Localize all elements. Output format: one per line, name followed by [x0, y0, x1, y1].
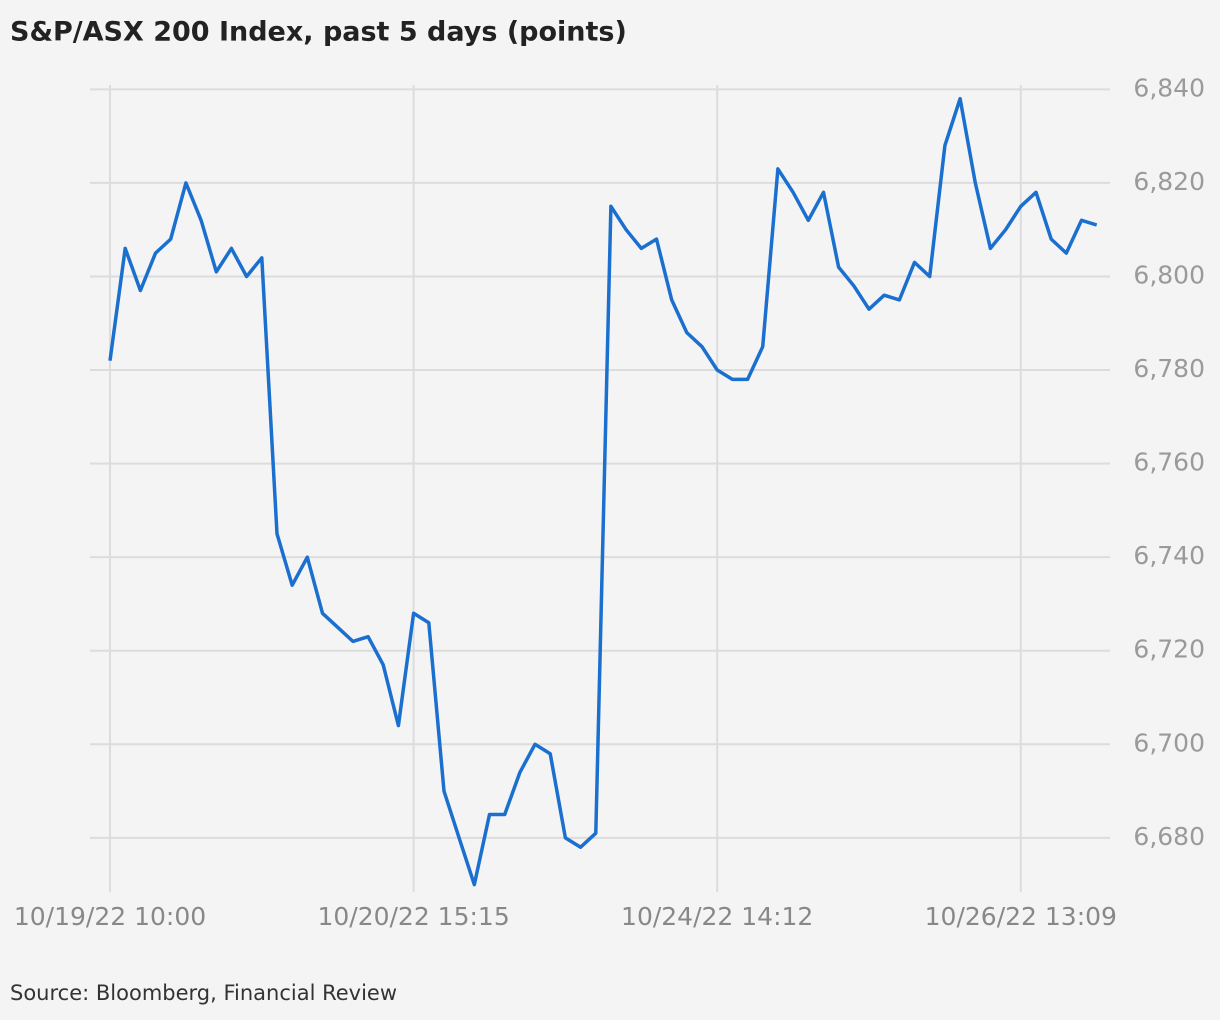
chart-title: S&P/ASX 200 Index, past 5 days (points) — [10, 17, 627, 48]
x-tick-label: 10/24/22 14:12 — [621, 902, 813, 931]
source: Source: Bloomberg, Financial Review — [10, 981, 397, 1005]
y-tick-label: 6,840 — [1133, 73, 1205, 102]
y-tick-label: 6,820 — [1133, 167, 1205, 196]
line — [108, 96, 1098, 887]
y-tick-label: 6,720 — [1133, 635, 1205, 664]
y-tick-label: 6,740 — [1133, 541, 1205, 570]
y-tick-label: 6,700 — [1133, 728, 1205, 757]
x-tick-label: 10/20/22 15:15 — [317, 902, 509, 931]
y-tick-label: 6,680 — [1133, 822, 1205, 851]
y-tick-label: 6,800 — [1133, 260, 1205, 289]
x-tick-label: 10/26/22 13:09 — [925, 902, 1117, 931]
y-tick-label: 6,780 — [1133, 354, 1205, 383]
y-tick-label: 6,760 — [1133, 448, 1205, 477]
x-tick-label: 10/19/22 10:00 — [14, 902, 206, 931]
